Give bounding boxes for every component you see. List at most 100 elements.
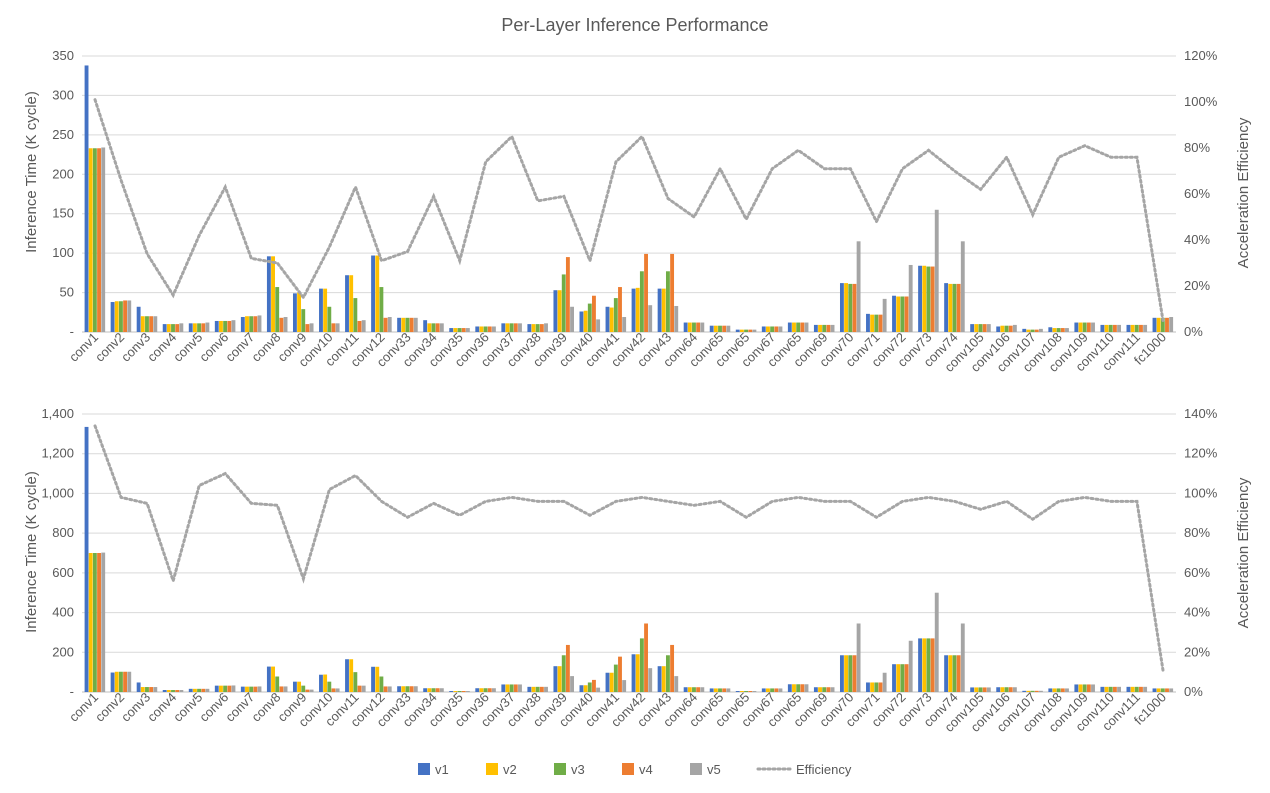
category-label: conv5 bbox=[170, 330, 205, 365]
y-tick-label: - bbox=[70, 684, 74, 699]
y2-tick-label: 60% bbox=[1184, 565, 1210, 580]
bar-v5-conv8 bbox=[283, 317, 288, 332]
bar-v5-conv4 bbox=[179, 690, 184, 692]
y-tick-label: 1,400 bbox=[41, 406, 74, 421]
bar-v1-conv35 bbox=[449, 328, 454, 332]
bar-v2-conv1 bbox=[88, 148, 93, 332]
bar-v2-conv33 bbox=[401, 317, 406, 332]
bar-v4-conv71 bbox=[878, 314, 883, 332]
bar-v1-conv70 bbox=[839, 283, 844, 332]
bar-v5-conv36 bbox=[491, 688, 496, 692]
bar-v1-conv3 bbox=[136, 682, 141, 692]
bar-v3-conv65 bbox=[744, 691, 748, 692]
bar-v2-conv106 bbox=[1000, 325, 1005, 332]
bar-v2-conv8 bbox=[271, 256, 275, 332]
bar-v3-conv106 bbox=[1004, 325, 1009, 332]
y2-tick-label: 100% bbox=[1184, 94, 1218, 109]
bar-v1-conv74 bbox=[944, 655, 949, 692]
bar-v5-conv1 bbox=[101, 552, 106, 692]
bar-v5-conv43 bbox=[674, 305, 679, 332]
bar-v2-conv11 bbox=[349, 659, 354, 692]
bar-v3-conv64 bbox=[692, 322, 696, 332]
bar-v1-conv34 bbox=[423, 688, 428, 692]
chart-title: Per-Layer Inference Performance bbox=[501, 15, 768, 35]
bottom-panel: Inference Time (K cycle) Acceleration Ef… bbox=[23, 406, 1252, 735]
bar-v4-conv70 bbox=[852, 655, 857, 692]
bar-v5-conv71 bbox=[882, 298, 887, 332]
bar-v1-conv10 bbox=[319, 674, 323, 692]
bar-v1-conv65 bbox=[735, 329, 740, 332]
bar-v2-conv4 bbox=[166, 690, 171, 692]
bar-v4-conv1 bbox=[97, 553, 101, 692]
bar-v3-conv43 bbox=[665, 271, 670, 332]
bar-v2-conv36 bbox=[479, 688, 484, 692]
bar-v4-conv3 bbox=[149, 316, 154, 332]
bar-v5-conv7 bbox=[257, 686, 262, 692]
bar-v4-conv42 bbox=[644, 623, 648, 692]
bar-v2-conv39 bbox=[557, 666, 562, 692]
bar-v4-conv3 bbox=[149, 687, 154, 692]
category-label: conv7 bbox=[222, 330, 257, 365]
bar-v4-conv109 bbox=[1086, 684, 1091, 692]
bar-v4-conv37 bbox=[513, 323, 518, 332]
bar-v2-conv105 bbox=[974, 687, 979, 692]
bar-v3-conv65 bbox=[718, 325, 722, 332]
bar-v4-conv4 bbox=[175, 690, 180, 692]
y2-tick-label: 60% bbox=[1184, 186, 1210, 201]
bar-v5-conv69 bbox=[830, 687, 835, 692]
bar-v5-conv109 bbox=[1091, 684, 1095, 692]
bar-v1-conv37 bbox=[501, 323, 506, 332]
bar-v5-conv105 bbox=[986, 324, 991, 332]
bar-v5-conv40 bbox=[596, 319, 601, 332]
bar-v1-conv105 bbox=[970, 687, 975, 692]
legend-label-v2: v2 bbox=[503, 762, 517, 777]
bar-v2-conv3 bbox=[140, 316, 145, 332]
bar-v4-conv72 bbox=[904, 664, 909, 692]
bar-v5-conv33 bbox=[413, 686, 418, 692]
bar-v1-conv73 bbox=[918, 265, 922, 332]
top-y-axis-label: Inference Time (K cycle) bbox=[23, 91, 40, 253]
bar-v5-conv41 bbox=[622, 680, 627, 692]
bar-v2-conv65 bbox=[739, 329, 744, 332]
bar-v1-conv36 bbox=[475, 688, 480, 692]
bar-v1-conv42 bbox=[631, 654, 636, 692]
bar-v3-conv12 bbox=[379, 287, 384, 332]
y-tick-label: 250 bbox=[52, 127, 74, 142]
bar-v1-conv5 bbox=[188, 323, 193, 332]
bar-v5-conv109 bbox=[1091, 322, 1095, 332]
bar-v2-conv110 bbox=[1104, 324, 1109, 332]
bar-v4-conv1 bbox=[97, 148, 101, 332]
bar-v1-conv110 bbox=[1100, 324, 1105, 332]
y-tick-label: 800 bbox=[52, 525, 74, 540]
bar-v3-conv106 bbox=[1004, 687, 1009, 692]
bar-v2-conv2 bbox=[114, 301, 119, 332]
y2-tick-label: 80% bbox=[1184, 525, 1210, 540]
bar-v1-conv106 bbox=[996, 687, 1001, 692]
bar-v4-conv65 bbox=[748, 329, 753, 332]
bar-v4-conv111 bbox=[1139, 686, 1143, 692]
bar-v5-conv40 bbox=[596, 687, 601, 692]
bar-v5-conv35 bbox=[465, 328, 470, 332]
bar-v5-conv65 bbox=[726, 325, 731, 332]
y-tick-label: 100 bbox=[52, 245, 74, 260]
bar-v1-conv105 bbox=[970, 324, 975, 332]
bar-v5-conv106 bbox=[1012, 687, 1017, 692]
bar-v5-conv74 bbox=[960, 623, 965, 692]
bar-v5-conv108 bbox=[1065, 328, 1069, 332]
bar-v4-conv10 bbox=[331, 688, 336, 692]
bar-v4-conv40 bbox=[592, 295, 596, 332]
bar-v5-conv9 bbox=[309, 689, 314, 692]
bar-v5-conv36 bbox=[491, 326, 496, 332]
bar-v5-conv12 bbox=[387, 686, 392, 692]
bar-v5-conv65 bbox=[804, 322, 809, 332]
bar-v5-conv4 bbox=[179, 323, 184, 332]
bar-v5-conv2 bbox=[127, 300, 132, 332]
bar-v4-conv36 bbox=[487, 688, 492, 692]
bar-v4-conv11 bbox=[357, 685, 362, 692]
bar-v3-conv11 bbox=[353, 298, 358, 332]
bar-v4-conv109 bbox=[1086, 322, 1091, 332]
bar-v4-conv65 bbox=[748, 691, 753, 692]
bar-v2-conv67 bbox=[766, 688, 770, 692]
bottom-y2-axis-label: Acceleration Efficiency bbox=[1235, 477, 1252, 628]
bar-v5-conv1 bbox=[101, 147, 106, 332]
